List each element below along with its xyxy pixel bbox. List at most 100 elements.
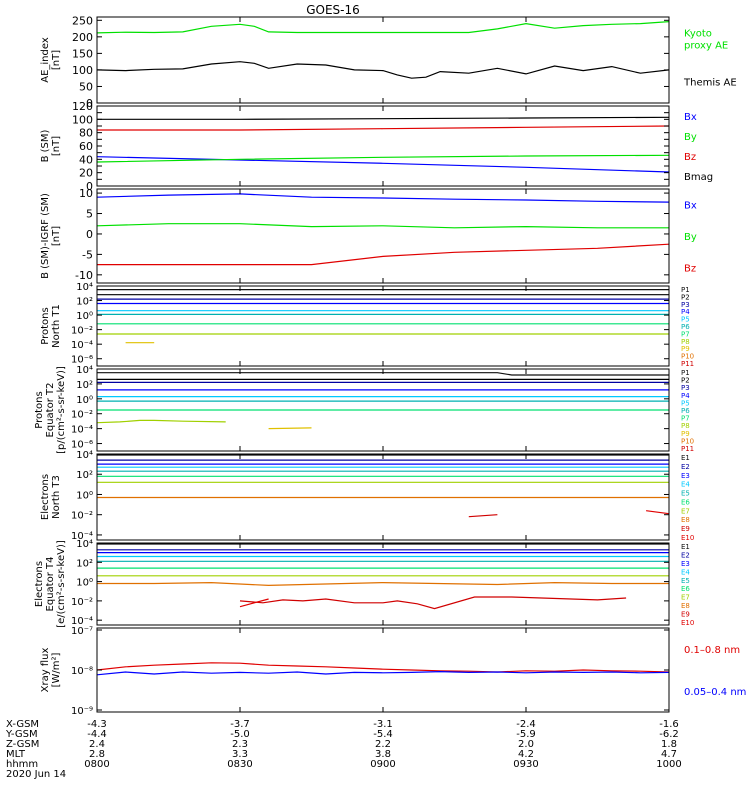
series-line-2-1 xyxy=(96,156,670,173)
series-line-7-10 xyxy=(239,598,269,608)
y-tick-label: 10⁴ xyxy=(76,365,93,376)
series-line-6-10 xyxy=(646,510,670,515)
series-line-1-1 xyxy=(96,21,670,34)
x-tick-label: -2.4 xyxy=(516,719,536,730)
y-tick-label: 10² xyxy=(76,558,93,569)
y-tick-label: 10 xyxy=(79,187,93,200)
y-axis-label: B (SM)-IGRF (SM) xyxy=(40,193,51,279)
x-tick-label: -5.0 xyxy=(230,729,250,740)
x-tick-label: 0900 xyxy=(370,759,395,770)
series-line-7-8 xyxy=(97,581,669,587)
legend-entry: E6 xyxy=(681,498,690,506)
y-axis-label: [p/(cm²-s-sr-keV)] xyxy=(56,366,67,454)
legend-entry: P10 xyxy=(681,437,694,445)
legend-entry: E3 xyxy=(681,560,690,568)
y-axis-label: [nT] xyxy=(51,50,62,70)
page-title: GOES-16 xyxy=(306,3,360,17)
y-axis-label: Protons xyxy=(40,307,51,344)
y-tick-label: 0 xyxy=(86,228,93,241)
y-tick-label: 10² xyxy=(76,380,93,391)
panel-7: 10⁴ 10² 10⁰ 10⁻² 10⁻⁴ Electrons Equator T4 [e/(… xyxy=(34,539,694,628)
legend-entry: P1 xyxy=(681,369,690,377)
legend-entry: E2 xyxy=(681,551,690,559)
y-tick-label: 10⁻⁴ xyxy=(71,340,93,351)
panel-3: -10 -5 0 5 10 B (SM)-IGRF (SM) [nT] Bx By Bz xyxy=(40,187,697,284)
legend-entry: Bx xyxy=(684,112,697,123)
legend-entry: P11 xyxy=(681,445,694,453)
legend-entry: P3 xyxy=(681,301,690,309)
x-tick-label: 2.3 xyxy=(232,739,248,750)
x-tick-label: 4.2 xyxy=(518,749,534,760)
series-line-3-3 xyxy=(97,243,670,266)
y-axis-label: North T3 xyxy=(51,475,62,519)
legend-entry: Bz xyxy=(684,263,696,274)
legend-entry: P4 xyxy=(681,308,690,316)
series-line-2-4 xyxy=(97,116,670,120)
y-axis-label: Protons xyxy=(34,391,45,428)
x-tick-label: 0830 xyxy=(227,759,252,770)
series-line-3-1 xyxy=(96,193,670,203)
y-tick-label: 0 xyxy=(86,180,93,193)
series-line-5-1 xyxy=(97,372,669,376)
x-tick-label: 0800 xyxy=(84,759,109,770)
legend-entry: P5 xyxy=(681,399,690,407)
y-tick-label: 50 xyxy=(79,80,93,93)
series-line-3-2 xyxy=(96,223,669,229)
x-tick-label: -5.9 xyxy=(516,729,536,740)
y-tick-label: 10² xyxy=(76,470,93,481)
legend-entry: P3 xyxy=(681,384,690,392)
legend-entry: E5 xyxy=(681,577,690,585)
y-tick-label: 10⁻² xyxy=(71,326,93,337)
legend-entry: E6 xyxy=(681,585,690,593)
y-tick-label: 250 xyxy=(72,14,93,27)
legend-entry: P11 xyxy=(681,360,694,368)
series-line-2-2 xyxy=(96,154,670,163)
legend-entry: E8 xyxy=(681,602,690,610)
x-tick-label: 2.4 xyxy=(89,739,105,750)
y-tick-label: 100 xyxy=(72,64,93,77)
legend-entry: E10 xyxy=(681,534,694,542)
y-axis-label: North T1 xyxy=(51,304,62,348)
legend-entry: Bx xyxy=(684,201,697,212)
legend-entry: E9 xyxy=(681,611,690,619)
y-axis-label: Equator T2 xyxy=(45,383,56,438)
legend-entry: P10 xyxy=(681,353,694,361)
legend-entry: E2 xyxy=(681,463,690,471)
x-tick-label: 1000 xyxy=(656,759,681,770)
series-line-8-2 xyxy=(96,670,670,676)
legend-entry: P8 xyxy=(681,338,690,346)
legend-entry: E7 xyxy=(681,507,690,515)
y-tick-label: 10⁴ xyxy=(76,282,93,293)
legend-entry: proxy AE xyxy=(684,41,728,52)
series-line-5-8 xyxy=(96,419,226,424)
x-row-label: hhmm xyxy=(6,759,38,770)
x-tick-label: 2.2 xyxy=(375,739,391,750)
y-tick-label: 10⁻⁴ xyxy=(71,531,93,542)
x-row-label: Y-GSM xyxy=(5,729,38,740)
legend-entry: 0.05–0.4 nm xyxy=(684,687,746,698)
y-axis-label: [nT] xyxy=(51,136,62,156)
legend-entry: P5 xyxy=(681,316,690,324)
y-tick-label: 10⁻⁴ xyxy=(71,616,93,627)
y-tick-label: 10² xyxy=(76,297,93,308)
legend-entry: P2 xyxy=(681,293,690,301)
legend-entry: P9 xyxy=(681,345,690,353)
panel-5: 10⁴ 10² 10⁰ 10⁻² 10⁻⁴ 10⁻⁶ Protons Equator T2 [p… xyxy=(34,365,694,454)
legend-entry: P1 xyxy=(681,286,690,294)
x-row-label: MLT xyxy=(6,749,26,760)
legend-entry: E9 xyxy=(681,525,690,533)
legend-entry: E3 xyxy=(681,472,690,480)
y-axis-label: Electrons xyxy=(34,561,45,607)
series-line-8-1 xyxy=(96,662,670,673)
legend-entry: 0.1–0.8 nm xyxy=(684,645,740,656)
legend-entry: E4 xyxy=(681,481,690,489)
panel-frame xyxy=(96,188,670,284)
y-tick-label: 5 xyxy=(86,208,93,221)
x-tick-label: -6.2 xyxy=(659,729,679,740)
y-tick-label: 10⁻² xyxy=(71,511,93,522)
panel-4: 10⁴ 10² 10⁰ 10⁻² 10⁻⁴ 10⁻⁶ Protons North T1 P1P2… xyxy=(40,282,694,368)
x-tick-label: 0930 xyxy=(513,759,538,770)
